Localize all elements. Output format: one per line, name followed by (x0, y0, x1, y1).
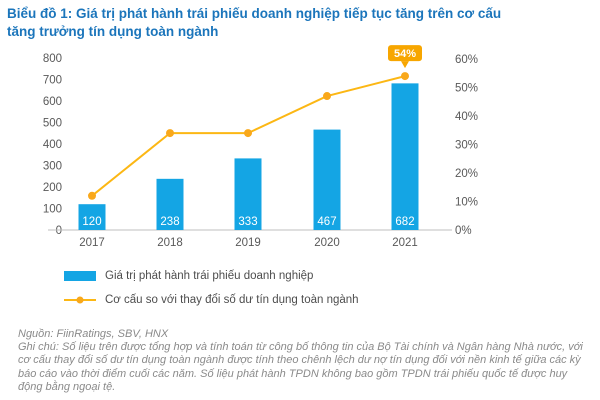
right-axis-tick-10: 10% (455, 197, 478, 209)
line-marker-2021 (401, 72, 409, 81)
left-axis-tick-400: 400 (43, 139, 62, 151)
right-axis-tick-40: 40% (455, 111, 478, 123)
x-axis-label-2019: 2019 (235, 237, 261, 249)
callout-label: 54% (394, 48, 416, 60)
legend-item-bar-series: Giá trị phát hành trái phiếu doanh nghiệ… (64, 264, 484, 288)
x-axis-label-2017: 2017 (79, 237, 105, 249)
left-axis-tick-200: 200 (43, 182, 62, 194)
right-axis-tick-50: 50% (455, 83, 478, 95)
line-series-marker-icon (64, 296, 96, 304)
x-axis-label-2018: 2018 (157, 237, 183, 249)
source-note: Nguồn: FiinRatings, SBV, HNX (18, 328, 169, 340)
line-marker-2017 (88, 191, 96, 200)
left-axis-tick-600: 600 (43, 96, 62, 108)
bar-value-label-2021: 682 (395, 216, 414, 228)
left-axis-tick-0: 0 (56, 225, 62, 237)
x-axis-label-2020: 2020 (314, 237, 340, 249)
left-axis-tick-500: 500 (43, 118, 62, 130)
bar-value-label-2020: 467 (317, 216, 336, 228)
chart-svg: 800 700 600 500 400 300 200 100 0 60% 50% 40% 30% 20%… (43, 45, 478, 249)
chart-title: Biểu đồ 1: Giá trị phát hành trái phiếu … (7, 6, 502, 39)
left-axis-tick-800: 800 (43, 53, 62, 65)
line-marker-2019 (244, 129, 252, 138)
x-axis-label-2021: 2021 (392, 237, 418, 249)
bar-value-label-2018: 238 (160, 216, 179, 228)
bar-value-label-2017: 120 (82, 216, 101, 228)
right-axis-tick-30: 30% (455, 140, 478, 152)
right-axis-tick-60: 60% (455, 54, 478, 66)
line-marker-2020 (323, 92, 331, 101)
bar-2020 (313, 129, 341, 230)
legend-label-bar-series: Giá trị phát hành trái phiếu doanh nghiệ… (105, 270, 314, 282)
left-axis-tick-100: 100 (43, 204, 62, 216)
callout-tail (401, 61, 409, 69)
bar-2021 (391, 83, 419, 230)
right-axis-tick-20: 20% (455, 168, 478, 180)
legend-item-line-series: Cơ cấu so với thay đổi số dư tín dụng to… (64, 288, 484, 312)
left-axis-tick-300: 300 (43, 161, 62, 173)
chart-legend: Giá trị phát hành trái phiếu doanh nghiệ… (64, 264, 484, 312)
bar-value-label-2019: 333 (238, 216, 257, 228)
right-axis-tick-0: 0% (455, 225, 472, 237)
chart-footer: Nguồn: FiinRatings, SBV, HNX Ghi chú: Số… (18, 328, 590, 394)
bar-2018 (156, 178, 184, 230)
methodology-note: Ghi chú: Số liệu trên được tổng hợp và t… (18, 341, 583, 393)
chart-area: 800 700 600 500 400 300 200 100 0 60% 50% 40% 30% 20%… (0, 42, 600, 254)
left-axis-tick-700: 700 (43, 75, 62, 87)
bar-2017 (78, 204, 106, 230)
callout-box (388, 45, 422, 62)
line-marker-2018 (166, 129, 174, 138)
bar-2019 (234, 158, 262, 230)
legend-label-line-series: Cơ cấu so với thay đổi số dư tín dụng to… (105, 294, 359, 306)
bar-series-swatch-icon (64, 271, 96, 281)
